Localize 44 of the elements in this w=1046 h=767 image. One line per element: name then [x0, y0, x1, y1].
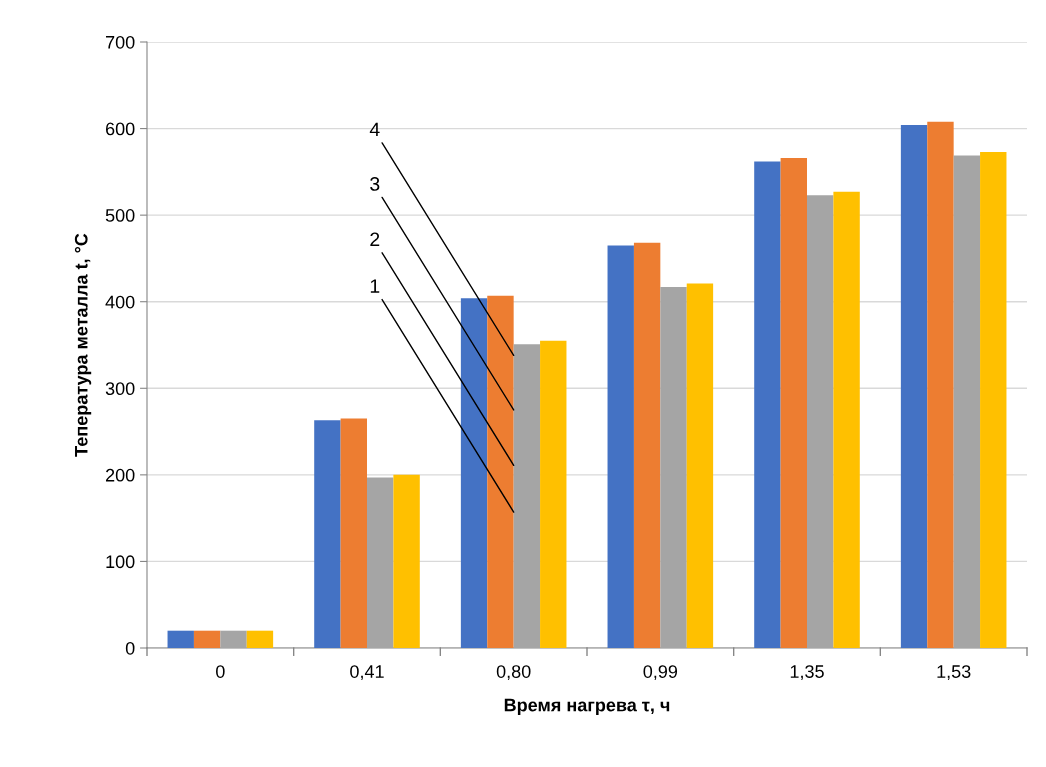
annotation: 1 — [370, 279, 380, 293]
annotation: 4 — [369, 122, 380, 137]
bar — [927, 121, 954, 648]
bar — [246, 630, 274, 648]
bar — [686, 283, 714, 648]
bar — [367, 477, 394, 648]
x-tick-label: 1,35 — [790, 665, 824, 681]
y-tick-label: 500 — [105, 209, 135, 222]
x-tick-label: 0,80 — [496, 665, 531, 681]
y-tick-label: 400 — [105, 295, 135, 309]
y-tick-label: 700 — [106, 35, 135, 49]
bar — [900, 125, 928, 648]
bar — [953, 155, 981, 648]
bar — [220, 630, 247, 648]
x-axis-title: Время нагрева τ, ч — [504, 698, 670, 715]
y-tick-label: 300 — [105, 382, 135, 396]
bar — [393, 474, 420, 648]
y-tick-label: 0 — [125, 641, 135, 655]
bar — [980, 151, 1007, 648]
x-tick-label: 0,41 — [350, 665, 384, 681]
bar — [487, 295, 514, 648]
x-tick-label: 0 — [216, 665, 225, 678]
bar — [460, 298, 488, 648]
x-tick-label: 1,53 — [937, 665, 971, 681]
y-axis-title: Тепература металла t, °C — [74, 233, 92, 457]
bar — [633, 242, 661, 648]
annotation: 3 — [370, 177, 380, 191]
bar — [754, 161, 781, 648]
bar — [607, 245, 634, 648]
bar — [167, 630, 194, 648]
annotation: 2 — [370, 232, 380, 247]
x-tick-label: 0,99 — [643, 665, 678, 681]
bar — [540, 340, 567, 648]
bar — [314, 420, 341, 648]
bar — [660, 287, 687, 648]
bar — [513, 344, 541, 648]
y-tick-label: 600 — [105, 122, 135, 136]
y-tick-label: 100 — [106, 555, 135, 569]
y-tick-label: 200 — [105, 468, 135, 482]
bar — [807, 195, 834, 648]
bar — [780, 158, 807, 648]
bar — [833, 191, 860, 648]
bar — [340, 418, 367, 648]
bar — [193, 630, 221, 648]
